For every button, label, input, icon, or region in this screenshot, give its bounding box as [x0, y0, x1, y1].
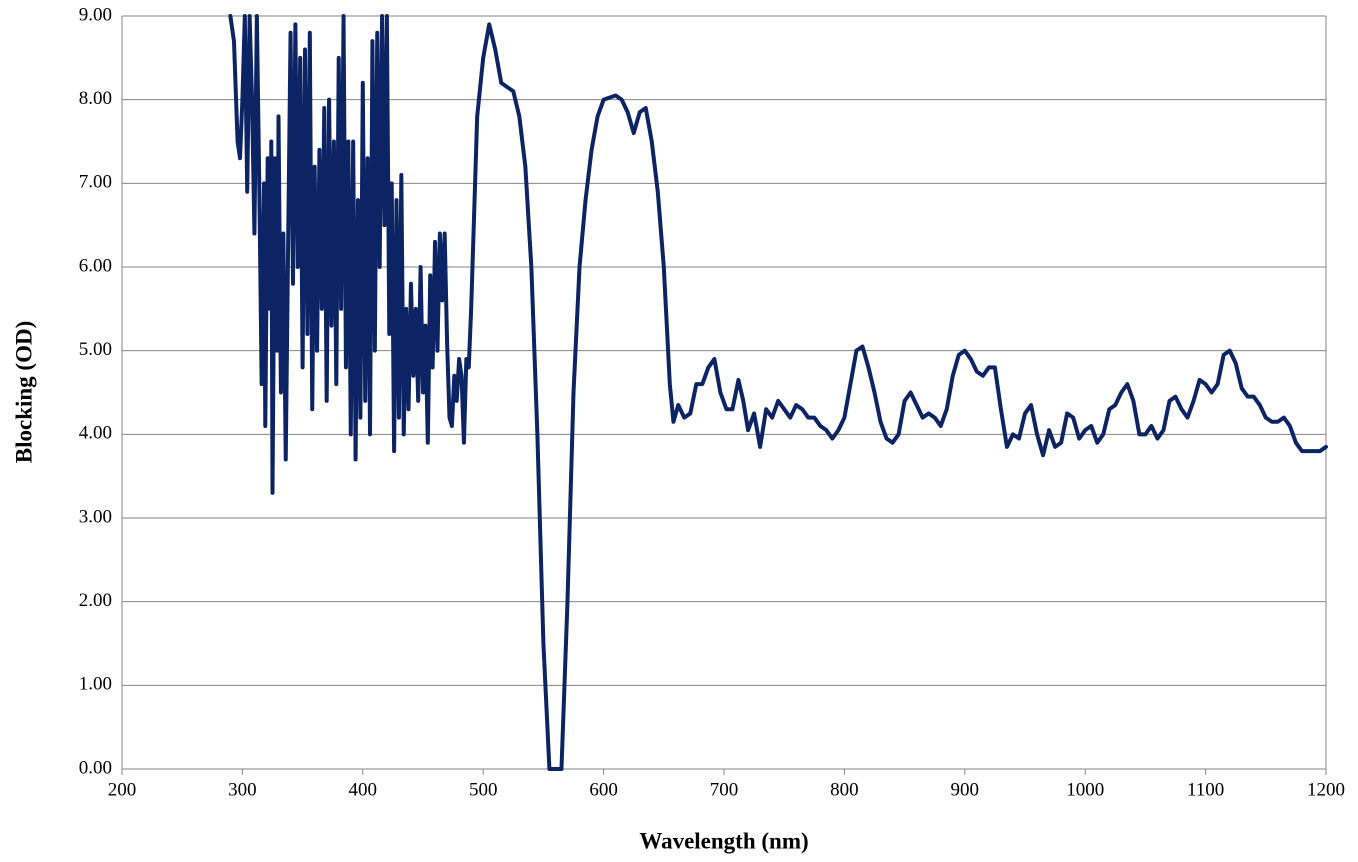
- x-tick-label: 1100: [1187, 779, 1224, 800]
- y-tick-label: 0.00: [79, 757, 112, 778]
- y-tick-label: 2.00: [79, 590, 112, 611]
- x-axis-title: Wavelength (nm): [639, 828, 808, 853]
- x-tick-label: 1000: [1066, 779, 1104, 800]
- x-tick-label: 800: [830, 779, 859, 800]
- y-tick-label: 4.00: [79, 423, 112, 444]
- x-tick-label: 500: [469, 779, 498, 800]
- y-tick-label: 8.00: [79, 88, 112, 109]
- data-line: [228, 14, 1328, 771]
- x-tick-label: 400: [349, 779, 378, 800]
- x-tick-label: 700: [710, 779, 739, 800]
- y-tick-label: 5.00: [79, 339, 112, 360]
- x-tick-label: 300: [228, 779, 257, 800]
- x-tick-label: 200: [108, 779, 137, 800]
- y-tick-label: 1.00: [79, 674, 112, 695]
- y-tick-label: 7.00: [79, 172, 112, 193]
- x-tick-label: 900: [951, 779, 980, 800]
- x-tick-label: 600: [589, 779, 618, 800]
- y-tick-label: 3.00: [79, 506, 112, 527]
- y-tick-label: 9.00: [79, 4, 112, 25]
- x-tick-label: 1200: [1307, 779, 1345, 800]
- y-axis-title: Blocking (OD): [11, 321, 36, 463]
- y-tick-label: 6.00: [79, 255, 112, 276]
